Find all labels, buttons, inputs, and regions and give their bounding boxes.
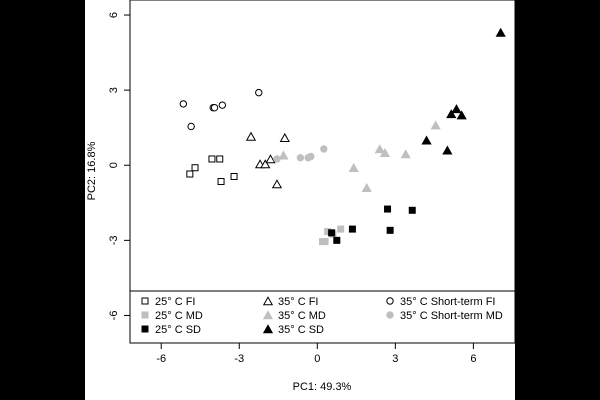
series-1: [245, 131, 290, 189]
y-tick-label: 0: [108, 162, 120, 168]
data-point: [217, 178, 225, 186]
y-tick-label: -6: [108, 311, 120, 321]
legend-marker: [141, 297, 149, 305]
data-point: [384, 205, 392, 213]
data-point: [495, 27, 506, 37]
x-tick-label: -6: [156, 353, 166, 365]
plot-border: [129, 0, 515, 344]
data-point: [379, 147, 391, 157]
x-tick-label: 6: [470, 353, 476, 365]
data-point: [348, 162, 359, 172]
legend-item: 35° C Short-term MD: [386, 310, 503, 322]
data-point: [442, 145, 453, 155]
legend-marker: [141, 311, 149, 319]
x-tick-label: -3: [234, 353, 244, 365]
x-tick-label: 0: [314, 353, 320, 365]
x-axis-label: PC1: 49.3%: [293, 381, 352, 393]
data-point: [208, 155, 216, 163]
data-point: [456, 110, 467, 120]
data-point: [273, 155, 281, 163]
data-point: [210, 103, 219, 112]
series-7: [421, 27, 506, 155]
legend-label: 35° C FI: [278, 296, 318, 308]
data-point: [271, 179, 283, 189]
data-point: [296, 154, 305, 162]
data-point: [265, 154, 276, 164]
data-point: [333, 236, 341, 244]
data-point: [408, 206, 416, 214]
series-2: [179, 88, 263, 131]
legend-label: 25° C FI: [155, 296, 195, 308]
legend-label: 25° C SD: [155, 324, 201, 336]
data-point: [328, 229, 336, 237]
data-point: [216, 155, 224, 163]
data-point: [260, 159, 271, 169]
legend-label: 35° C Short-term FI: [400, 296, 495, 308]
series-4: [278, 120, 441, 193]
legend-item: 35° C SD: [262, 324, 324, 336]
legend-marker: [141, 325, 149, 333]
data-point: [321, 238, 329, 246]
data-points-layer: [179, 27, 506, 246]
data-point: [186, 170, 194, 178]
data-point: [230, 173, 238, 181]
x-tick-label: 3: [392, 353, 398, 365]
legend-item: 35° C Short-term FI: [386, 296, 495, 308]
legend-label: 35° C MD: [278, 310, 326, 322]
axes-layer: -6 -3 0 3 6 -6 -3 0 3 6: [108, 12, 476, 365]
data-point: [218, 101, 227, 109]
data-point: [245, 131, 257, 141]
y-tick-label: 3: [108, 87, 120, 93]
data-point: [337, 225, 345, 233]
legend-label: 35° C Short-term MD: [400, 310, 503, 322]
legend-marker: [262, 310, 274, 320]
legend-marker: [262, 324, 274, 334]
data-point: [421, 135, 432, 145]
legend-marker: [262, 296, 274, 306]
data-point: [307, 152, 315, 161]
data-point: [386, 226, 394, 234]
data-point: [279, 132, 290, 142]
data-point: [191, 164, 199, 172]
data-point: [361, 183, 372, 193]
legend-item: 25° C SD: [141, 324, 201, 336]
data-point: [400, 149, 411, 159]
y-tick-label: 6: [108, 12, 120, 18]
scatter-plot: -6 -3 0 3 6 -6 -3 0 3 6 25° C FI 25° C MD 25° C SD 3…: [86, 0, 515, 393]
legend-label: 25° C MD: [155, 310, 203, 322]
data-point: [451, 104, 462, 114]
legend-marker: [386, 311, 394, 319]
series-3: [319, 225, 345, 246]
legend-marker: [386, 297, 394, 305]
data-point: [430, 120, 441, 130]
series-6: [328, 205, 416, 244]
data-point: [255, 88, 263, 97]
y-axis-label: PC2: 16.8%: [86, 141, 98, 200]
legend-item: 25° C MD: [141, 310, 203, 322]
data-point: [179, 100, 188, 108]
series-5: [273, 145, 328, 163]
data-point: [348, 225, 356, 233]
data-point: [374, 144, 385, 154]
data-point: [320, 145, 328, 153]
data-point: [278, 150, 289, 160]
legend-item: 35° C MD: [262, 310, 326, 322]
legend-item: 25° C FI: [141, 296, 195, 308]
y-tick-label: -3: [108, 235, 120, 245]
series-0: [186, 155, 238, 186]
chart-figure: -6 -3 0 3 6 -6 -3 0 3 6 25° C FI 25° C MD 25° C SD 3…: [85, 0, 515, 400]
legend-label: 35° C SD: [278, 324, 324, 336]
legend: 25° C FI 25° C MD 25° C SD 35° C FI 35° C MD…: [141, 296, 503, 336]
legend-item: 35° C FI: [262, 296, 318, 308]
data-point: [187, 122, 195, 131]
data-point: [446, 109, 457, 119]
